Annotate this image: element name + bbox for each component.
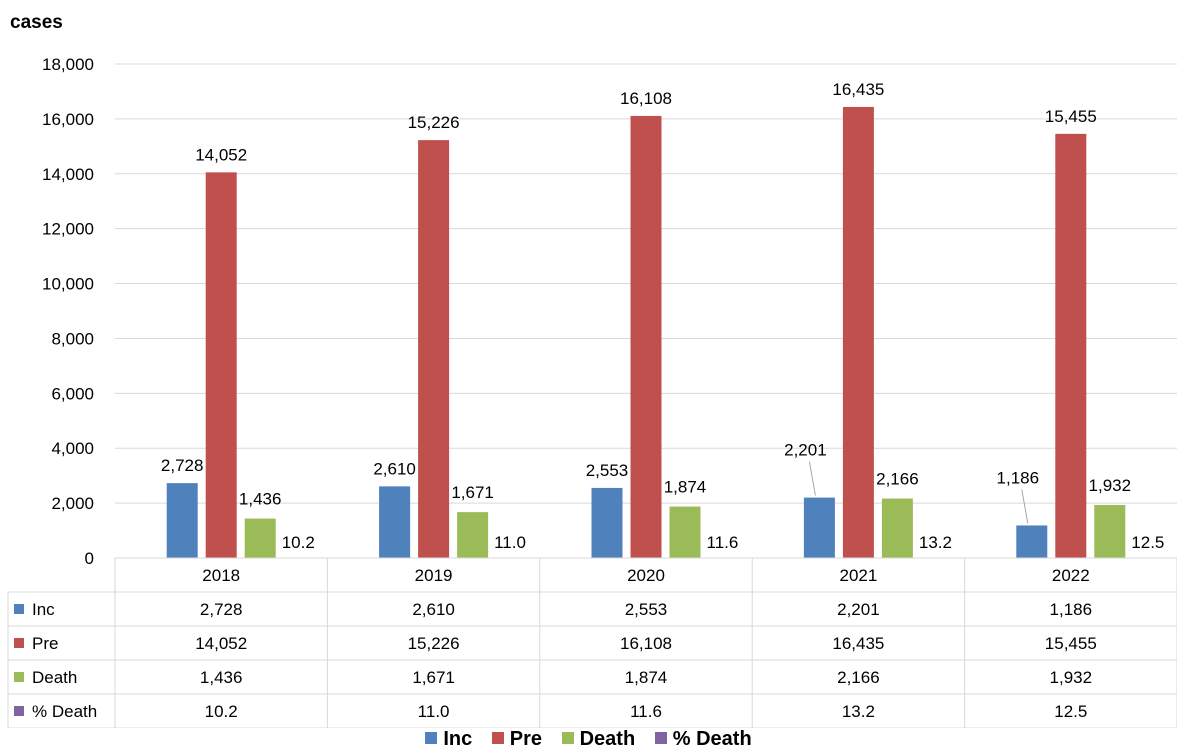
- table-row-swatch: [14, 638, 24, 648]
- table-cell: 16,108: [620, 634, 672, 653]
- table-cell: 15,455: [1045, 634, 1097, 653]
- bar-inc: [803, 497, 835, 558]
- table-cell: 12.5: [1054, 702, 1087, 721]
- data-label-pct-death: 12.5: [1131, 533, 1164, 552]
- table-cell: 2,610: [412, 600, 455, 619]
- bar-death: [244, 518, 276, 558]
- table-cell: 1,671: [412, 668, 455, 687]
- y-tick-label: 16,000: [42, 110, 94, 129]
- data-label-death: 1,932: [1089, 476, 1132, 495]
- legend-swatch-inc: [425, 732, 438, 744]
- data-label-death: 1,671: [451, 483, 494, 502]
- bar-inc: [1016, 525, 1048, 558]
- legend-swatch-pre: [491, 732, 504, 744]
- x-tick-label: 2022: [1052, 566, 1090, 585]
- data-label-pre: 15,226: [408, 113, 460, 132]
- table-row-swatch: [14, 672, 24, 682]
- data-label-death: 1,436: [239, 490, 282, 509]
- table-row-label: Inc: [32, 600, 55, 619]
- table-cell: 11.6: [630, 702, 662, 721]
- bar-pre: [418, 140, 450, 558]
- legend-label-pre: Pre: [509, 728, 543, 750]
- data-label-death: 2,166: [876, 470, 919, 489]
- bar-pre: [1055, 133, 1087, 558]
- data-label-inc: 2,728: [161, 456, 204, 475]
- y-tick-label: 8,000: [51, 329, 94, 348]
- legend-item-pct-death: % Death: [654, 728, 752, 751]
- y-axis-title: cases: [10, 12, 63, 33]
- chart: cases 0 2,000 4,000 6,000 8,000 10,000 12,000 14…: [7, 12, 1177, 728]
- table-cell: 1,874: [625, 668, 668, 687]
- data-label-pct-death: 13.2: [919, 533, 952, 552]
- data-label-inc: 2,610: [373, 459, 416, 478]
- x-tick-label: 2019: [415, 566, 453, 585]
- legend-item-pre: Pre: [491, 728, 543, 751]
- legend-item-inc: Inc: [425, 728, 472, 751]
- bar-death: [669, 506, 701, 558]
- table-cell: 14,052: [195, 634, 247, 653]
- data-label-pre: 15,455: [1045, 107, 1097, 126]
- bar-death: [1094, 504, 1126, 558]
- table-cell: 11.0: [418, 702, 450, 721]
- y-tick-label: 6,000: [51, 384, 94, 403]
- table-cell: 2,728: [200, 600, 243, 619]
- table-cell: 1,186: [1050, 600, 1093, 619]
- data-label-inc: 1,186: [997, 468, 1040, 487]
- legend: Inc Pre Death % Death: [0, 728, 1177, 751]
- y-tick-label: 12,000: [42, 220, 94, 239]
- legend-item-death: Death: [561, 728, 636, 751]
- y-tick-label: 0: [85, 549, 94, 568]
- bar-death: [881, 498, 913, 558]
- table-cell: 15,226: [408, 634, 460, 653]
- legend-swatch-death: [561, 732, 574, 744]
- y-tick-label: 10,000: [42, 275, 94, 294]
- bar-inc: [379, 486, 411, 558]
- data-label-pre: 16,108: [620, 89, 672, 108]
- legend-label-death: Death: [579, 728, 636, 750]
- table-cell: 2,553: [625, 600, 668, 619]
- data-label-pre: 16,435: [832, 80, 884, 99]
- x-tick-label: 2021: [839, 566, 877, 585]
- bar-inc: [166, 483, 198, 558]
- x-tick-label: 2018: [202, 566, 240, 585]
- table-row-swatch: [14, 706, 24, 716]
- legend-swatch-pct-death: [654, 732, 667, 744]
- legend-label-inc: Inc: [443, 728, 473, 750]
- data-label-leader: [1021, 489, 1029, 524]
- table-cell: 1,932: [1050, 668, 1093, 687]
- table-cell: 10.2: [205, 702, 238, 721]
- table-cell: 13.2: [842, 702, 875, 721]
- bar-inc: [591, 487, 623, 558]
- bar-pre: [205, 172, 237, 559]
- table-cell: 16,435: [832, 634, 884, 653]
- x-tick-label: 2020: [627, 566, 665, 585]
- data-label-pct-death: 11.6: [707, 533, 739, 552]
- data-label-pre: 14,052: [195, 145, 247, 164]
- bar-pre: [842, 106, 874, 558]
- bar-pre: [630, 115, 662, 558]
- table-row-label: Death: [32, 668, 77, 687]
- legend-label-pct-death: % Death: [672, 728, 752, 750]
- data-label-pct-death: 11.0: [494, 533, 526, 552]
- y-tick-label: 14,000: [42, 165, 94, 184]
- table-cell: 2,166: [837, 668, 880, 687]
- data-label-inc: 2,553: [586, 461, 629, 480]
- y-tick-label: 18,000: [42, 55, 94, 74]
- table-cell: 1,436: [200, 668, 243, 687]
- data-label-inc: 2,201: [784, 441, 827, 460]
- table-row-label: Pre: [32, 634, 58, 653]
- y-tick-label: 2,000: [51, 494, 94, 513]
- data-label-pct-death: 10.2: [282, 533, 315, 552]
- y-tick-label: 4,000: [51, 439, 94, 458]
- bar-death: [457, 512, 489, 558]
- table-row-label: % Death: [32, 702, 97, 721]
- table-cell: 2,201: [837, 600, 880, 619]
- table-row-swatch: [14, 604, 24, 614]
- data-label-leader: [808, 461, 816, 496]
- data-label-death: 1,874: [664, 478, 707, 497]
